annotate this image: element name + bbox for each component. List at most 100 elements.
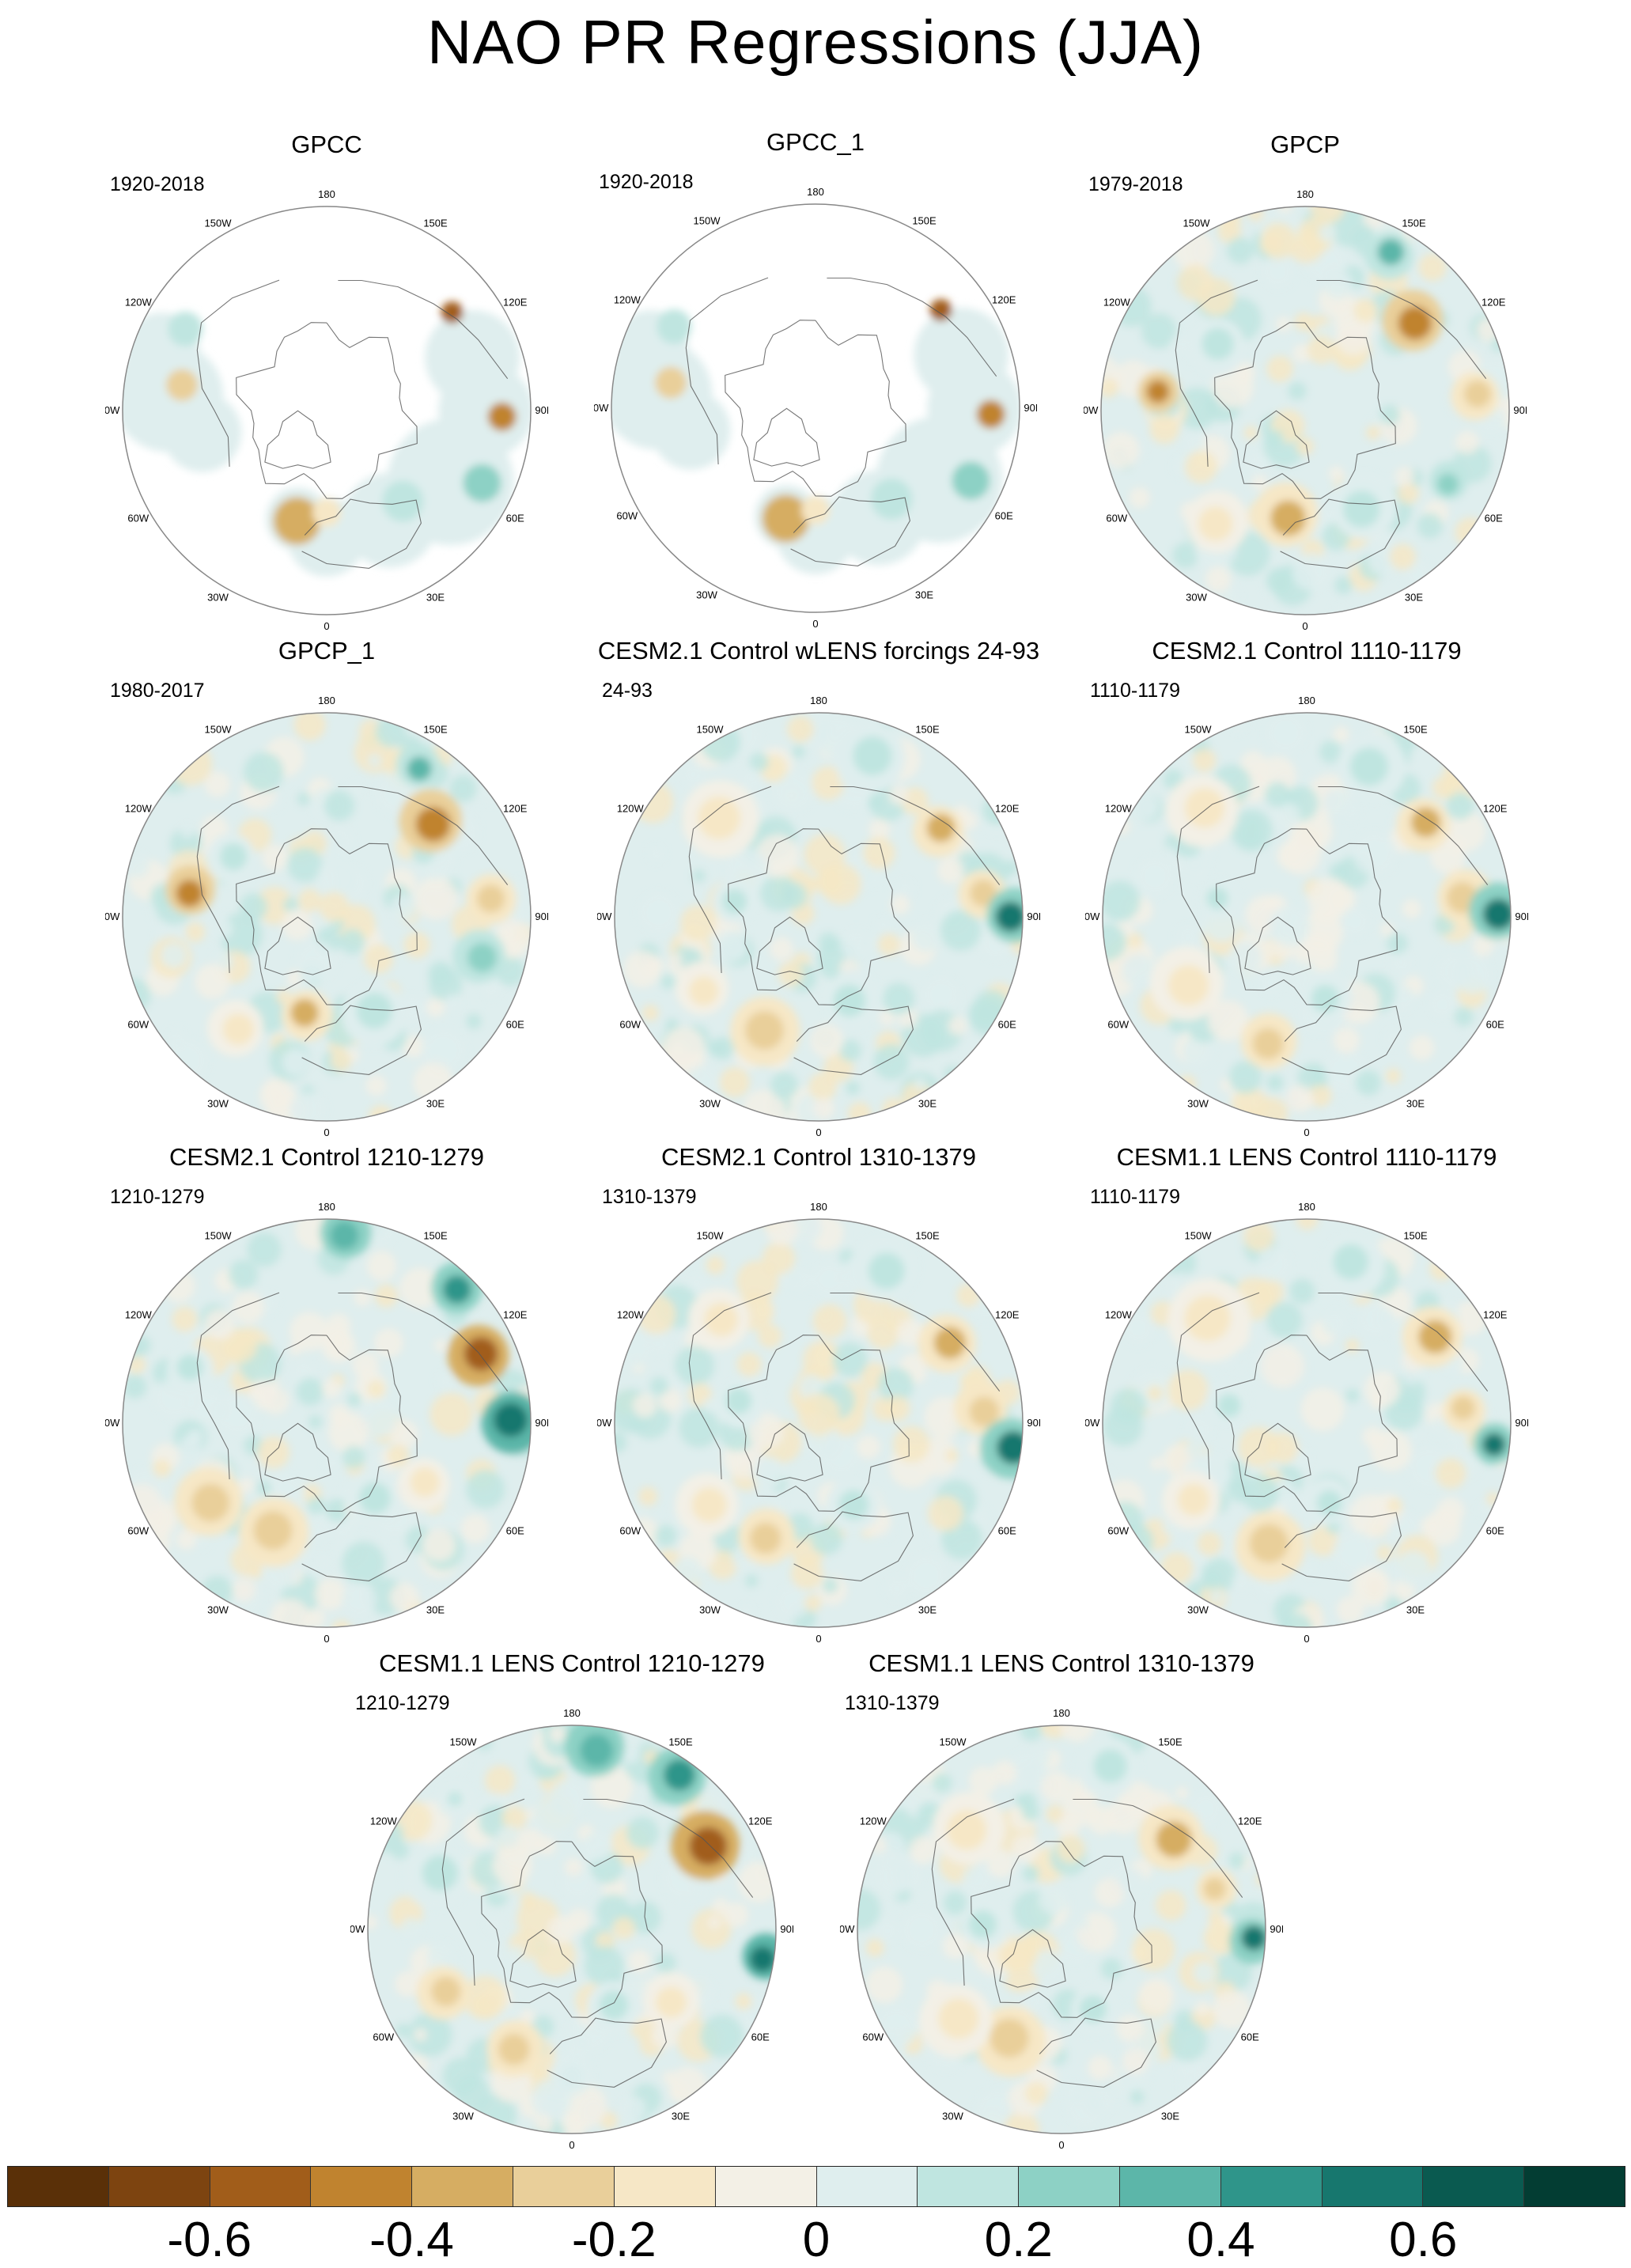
map-border bbox=[1102, 1218, 1512, 1628]
anomaly-core bbox=[933, 1327, 966, 1359]
anomaly-speckle bbox=[1057, 1834, 1085, 1863]
longitude-label: 90W bbox=[350, 1923, 365, 1935]
anomaly-speckle bbox=[1185, 1416, 1213, 1444]
anomaly-speckle bbox=[1397, 482, 1419, 505]
longitude-label: 120E bbox=[1482, 297, 1506, 309]
longitude-label: 150E bbox=[1403, 724, 1428, 736]
anomaly-speckle bbox=[1020, 1725, 1043, 1741]
anomaly-speckle bbox=[884, 1577, 909, 1600]
anomaly-speckle bbox=[1149, 414, 1179, 445]
anomaly-speckle bbox=[1387, 1498, 1402, 1514]
polar-stereographic-map: 180 150E 120E 90E 60E 30E 0 30W 60W 90W 120W 150W bbox=[350, 1708, 793, 2151]
anomaly-blob bbox=[441, 301, 464, 324]
anomaly-speckle bbox=[434, 1338, 448, 1352]
anomaly-speckle bbox=[123, 979, 151, 1012]
anomaly-speckle bbox=[649, 1334, 671, 1354]
anomaly-speckle bbox=[240, 893, 267, 921]
longitude-label: 30E bbox=[1406, 1604, 1425, 1615]
anomaly-speckle bbox=[928, 1495, 963, 1532]
longitude-label: 150E bbox=[423, 218, 448, 229]
east-asia-coast bbox=[1316, 279, 1487, 380]
longitude-label: 120W bbox=[617, 803, 645, 815]
longitude-label: 150E bbox=[1402, 218, 1426, 229]
colorbar-tick-label: 0.2 bbox=[984, 2213, 1053, 2267]
anomaly-speckle bbox=[185, 922, 206, 942]
anomaly-speckle bbox=[876, 1919, 899, 1942]
greenland-coast bbox=[264, 1422, 331, 1482]
europe-coast bbox=[793, 1005, 914, 1075]
anomaly-speckle bbox=[1192, 748, 1217, 773]
anomaly-speckle bbox=[1205, 566, 1232, 593]
colorbar-swatch bbox=[1524, 2167, 1625, 2206]
anomaly-speckle bbox=[790, 1557, 823, 1590]
anomaly-speckle bbox=[308, 1414, 323, 1429]
anomaly-speckle bbox=[485, 1915, 504, 1934]
regression-field bbox=[123, 713, 531, 1121]
anomaly-speckle bbox=[1345, 1338, 1360, 1353]
anomaly-speckle bbox=[723, 1902, 749, 1928]
anomaly-speckle bbox=[1333, 1531, 1376, 1575]
regression-field bbox=[615, 1219, 1023, 1627]
panel-period: 1310-1379 bbox=[602, 1186, 697, 1208]
anomaly-speckle bbox=[178, 1436, 201, 1458]
anomaly-speckle bbox=[1155, 1890, 1186, 1921]
map-panel-gpcc: GPCC 1920-2018 180 150E 120E 90E 60E 30E 0 30W 6… bbox=[105, 123, 548, 645]
anomaly-speckle bbox=[780, 882, 808, 910]
anomaly-core bbox=[1206, 887, 1228, 910]
regression-field bbox=[1101, 206, 1509, 615]
map-panel-gpcp: GPCP 1979-2018 180 150E 120E 90E 60E 30E 0 30W 6… bbox=[1084, 123, 1527, 645]
anomaly-speckle bbox=[873, 1043, 910, 1080]
anomaly-speckle bbox=[1389, 543, 1416, 570]
longitude-label: 150E bbox=[912, 215, 937, 227]
anomaly-speckle bbox=[806, 877, 819, 891]
anomaly-speckle bbox=[1241, 1475, 1279, 1513]
anomaly-speckle bbox=[909, 1835, 938, 1865]
anomaly-speckle bbox=[1228, 941, 1262, 975]
colorbar-tick-label: 0.6 bbox=[1389, 2213, 1458, 2267]
anomaly-speckle bbox=[1272, 801, 1300, 830]
anomaly-speckle bbox=[164, 1039, 208, 1083]
anomaly-speckle bbox=[256, 1480, 272, 1496]
regression-field bbox=[368, 1725, 776, 2134]
anomaly-core bbox=[1398, 306, 1432, 340]
panel-period: 1110-1179 bbox=[1090, 1186, 1180, 1208]
anomaly-speckle bbox=[1292, 343, 1312, 363]
anomaly-speckle bbox=[740, 767, 763, 790]
coastlines bbox=[196, 1292, 509, 1581]
longitude-label: 90W bbox=[105, 911, 120, 922]
anomaly-speckle bbox=[1178, 2056, 1205, 2084]
anomaly-speckle bbox=[1106, 1799, 1141, 1834]
anomaly-speckle bbox=[1455, 517, 1485, 547]
anomaly-core bbox=[995, 901, 1023, 932]
anomaly-speckle bbox=[1277, 842, 1305, 870]
anomaly-speckle bbox=[232, 1577, 256, 1602]
anomaly-speckle bbox=[1118, 1868, 1146, 1895]
longitude-label: 150E bbox=[915, 724, 940, 736]
longitude-label: 120E bbox=[995, 1309, 1020, 1321]
anomaly-speckle bbox=[1260, 1344, 1304, 1388]
longitude-label: 60W bbox=[619, 1525, 641, 1537]
panel-period: 1110-1179 bbox=[1090, 680, 1180, 702]
anomaly-speckle bbox=[888, 785, 909, 805]
anomaly-speckle bbox=[1058, 1725, 1096, 1742]
anomaly-speckle bbox=[1150, 1457, 1164, 1471]
anomaly-speckle bbox=[422, 1028, 466, 1073]
anomaly-speckle bbox=[210, 918, 233, 941]
anomaly-speckle bbox=[389, 1582, 419, 1612]
greenland-coast bbox=[1244, 916, 1311, 975]
anomaly-speckle bbox=[876, 918, 891, 932]
anomaly-speckle bbox=[1409, 1428, 1424, 1444]
panel-title: CESM2.1 Control wLENS forcings 24-93 bbox=[597, 637, 1040, 664]
anomaly-speckle bbox=[215, 1391, 259, 1435]
anomaly-speckle bbox=[1132, 1928, 1175, 1971]
longitude-label: 150W bbox=[450, 1736, 478, 1748]
anomaly-speckle bbox=[1428, 990, 1456, 1019]
anomaly-core bbox=[926, 813, 956, 842]
anomaly-speckle bbox=[766, 1219, 798, 1246]
longitude-label: 30W bbox=[207, 591, 229, 603]
anomaly-speckle bbox=[1446, 792, 1474, 820]
arctic-coast bbox=[236, 828, 418, 1005]
anomaly-speckle bbox=[959, 812, 978, 831]
longitude-label: 30W bbox=[207, 1604, 229, 1615]
anomaly-speckle bbox=[283, 897, 299, 913]
